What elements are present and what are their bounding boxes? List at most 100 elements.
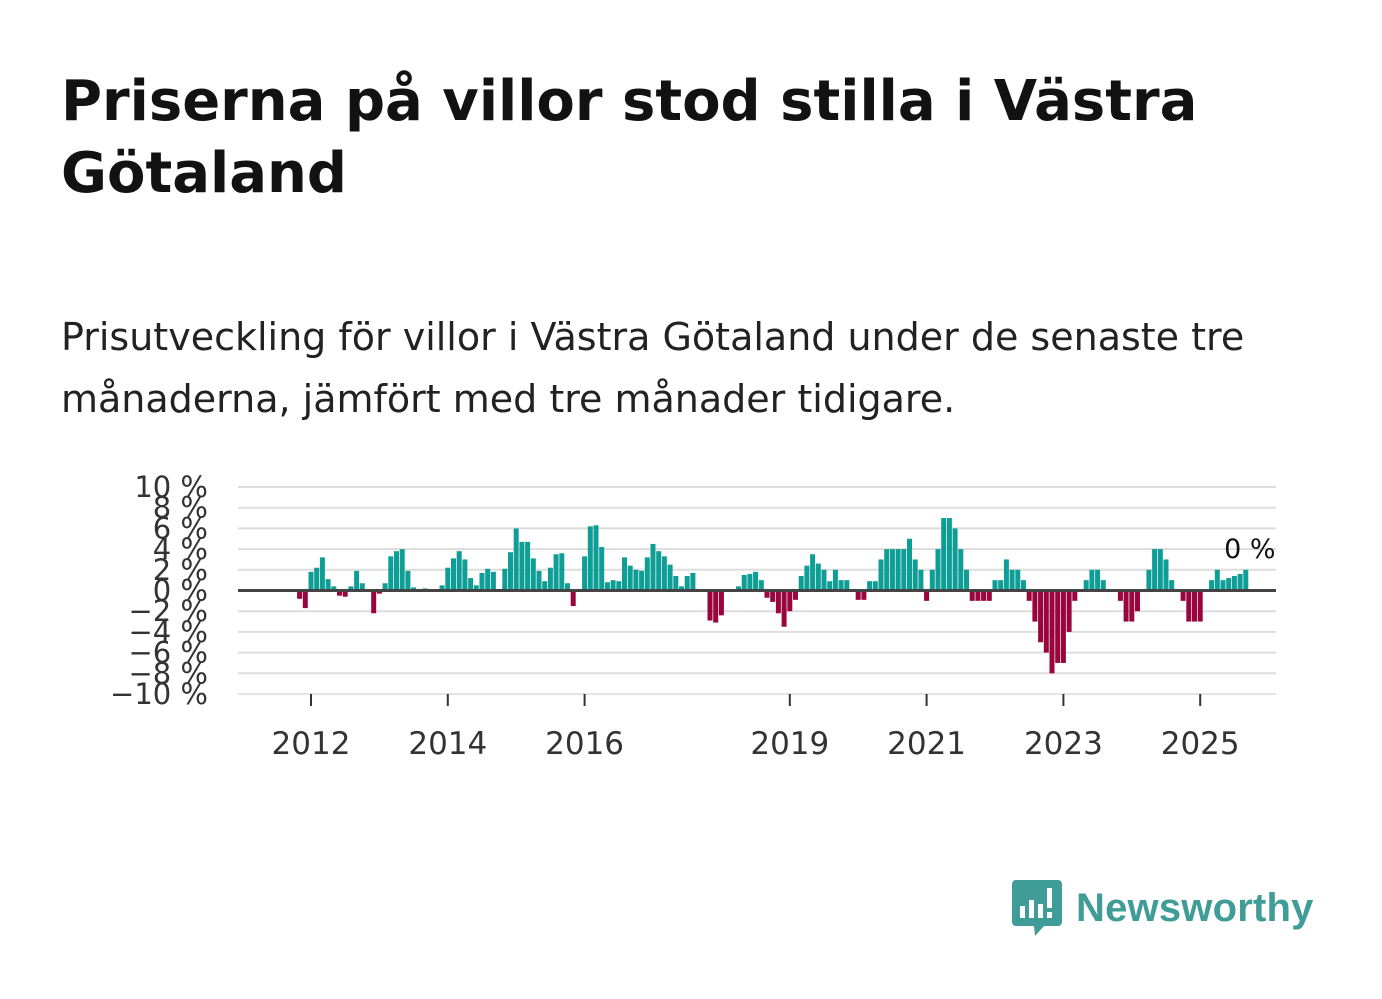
bar xyxy=(439,585,445,591)
bar xyxy=(861,590,867,600)
bar xyxy=(736,586,741,591)
bar xyxy=(1209,580,1215,591)
bar xyxy=(764,590,770,598)
bar xyxy=(667,564,673,591)
bar xyxy=(325,579,331,591)
bar xyxy=(781,590,787,627)
y-tick-label: 4 % xyxy=(153,532,208,566)
bar xyxy=(889,549,895,591)
bar xyxy=(502,568,508,591)
bar xyxy=(582,556,588,591)
bar xyxy=(707,590,713,621)
bar xyxy=(519,541,525,591)
y-tick-label: 6 % xyxy=(153,511,208,545)
bar xyxy=(895,549,901,591)
y-tick-label: −8 % xyxy=(128,656,208,690)
bar xyxy=(804,565,810,591)
bar xyxy=(445,567,451,591)
bar xyxy=(992,580,998,591)
bar xyxy=(462,559,468,591)
bar xyxy=(1021,580,1026,591)
bar xyxy=(821,569,827,591)
bar xyxy=(969,590,975,601)
bar xyxy=(525,541,531,591)
bars xyxy=(297,518,1249,674)
bar xyxy=(684,576,690,591)
bar xyxy=(599,547,605,591)
bar xyxy=(359,583,365,591)
bar xyxy=(867,581,873,591)
y-tick-label: 0 % xyxy=(153,574,208,608)
bar xyxy=(1163,559,1169,591)
bar xyxy=(1049,590,1055,674)
y-tick-label: 2 % xyxy=(153,553,208,587)
bar xyxy=(542,581,548,591)
bar xyxy=(639,570,645,591)
bar xyxy=(775,590,781,614)
bar xyxy=(565,583,570,591)
bar xyxy=(1066,590,1072,632)
bar xyxy=(371,590,377,614)
bar xyxy=(952,528,958,591)
x-tick-label: 2025 xyxy=(1161,726,1240,762)
bar xyxy=(872,581,878,591)
bar xyxy=(354,570,360,591)
bar xyxy=(690,572,696,591)
bar xyxy=(405,570,411,591)
bar xyxy=(1060,590,1066,663)
bar xyxy=(376,590,382,594)
bar xyxy=(622,557,627,591)
bar xyxy=(1095,569,1101,591)
bar xyxy=(929,569,935,591)
x-tick-label: 2021 xyxy=(887,726,966,762)
y-tick-label: −10 % xyxy=(110,677,208,711)
bar xyxy=(986,590,992,601)
bar xyxy=(798,576,804,591)
bar xyxy=(1100,580,1106,591)
bar xyxy=(810,554,816,591)
bar xyxy=(570,590,576,607)
chart-subtitle: Prisutveckling för villor i Västra Götal… xyxy=(61,315,1245,421)
bar xyxy=(753,571,759,591)
bar xyxy=(679,586,684,591)
bar xyxy=(1032,590,1038,622)
bar xyxy=(314,567,320,591)
x-tick-label: 2019 xyxy=(750,726,829,762)
bar xyxy=(1038,590,1044,643)
bar xyxy=(793,590,798,600)
bar xyxy=(1152,549,1158,591)
bar-chart: 10 %8 %6 %4 %2 %0 %−2 %−4 %−6 %−8 %−10 %… xyxy=(110,470,1276,762)
bar xyxy=(901,549,907,591)
y-tick-label: 10 % xyxy=(134,470,208,504)
bar xyxy=(1237,573,1243,591)
bar xyxy=(747,573,753,591)
bar xyxy=(1072,590,1078,601)
bar xyxy=(530,558,536,591)
bar xyxy=(297,590,303,599)
bar xyxy=(1055,590,1061,663)
bar xyxy=(388,556,394,591)
bar xyxy=(713,590,719,623)
bar xyxy=(633,569,639,591)
bar xyxy=(342,590,348,597)
bar xyxy=(946,518,952,591)
y-tick-label: −2 % xyxy=(128,594,208,628)
bar xyxy=(650,543,656,591)
bar xyxy=(787,590,793,612)
bar xyxy=(975,590,981,601)
bar xyxy=(302,590,308,609)
bar xyxy=(348,586,354,591)
y-tick-label: 8 % xyxy=(153,491,208,525)
bar xyxy=(490,571,496,591)
bar xyxy=(1117,590,1123,601)
bar xyxy=(456,551,462,591)
bar xyxy=(627,565,633,591)
bar xyxy=(553,554,559,591)
newsworthy-logo-icon xyxy=(1012,880,1062,936)
bar xyxy=(547,567,553,591)
bar xyxy=(1180,590,1186,601)
bar xyxy=(451,558,456,591)
newsworthy-logo[interactable]: Newsworthy xyxy=(1010,878,1314,938)
bar xyxy=(832,569,838,591)
bar xyxy=(1015,569,1021,591)
